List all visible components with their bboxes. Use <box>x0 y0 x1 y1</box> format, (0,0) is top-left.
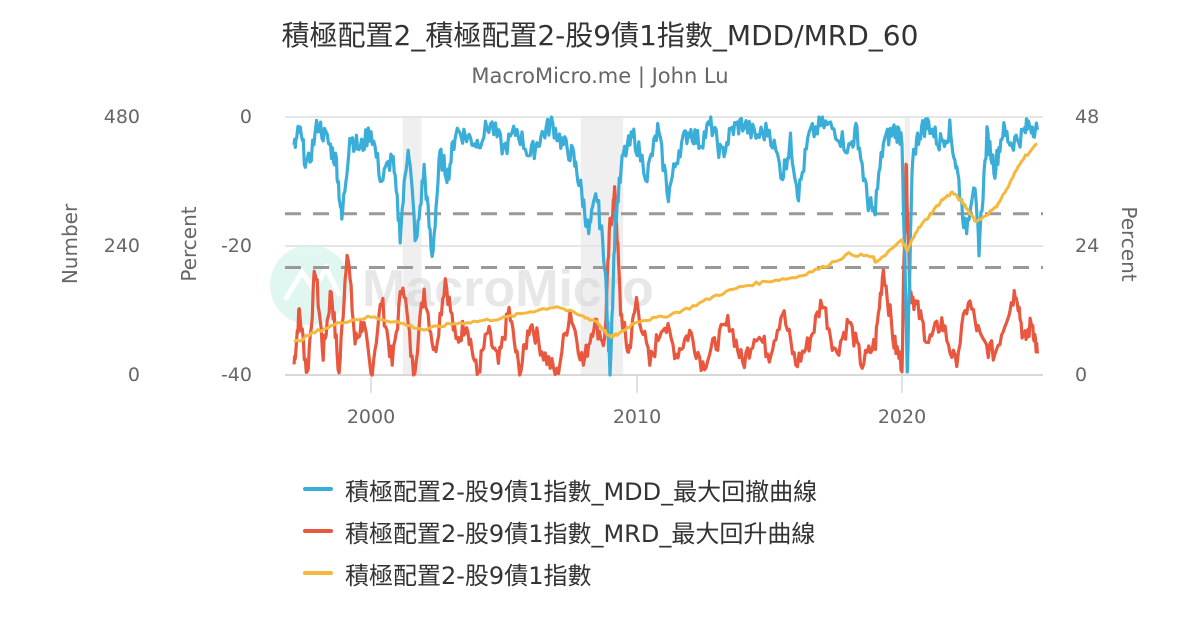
y-axis-right-tick: 24 <box>1075 235 1100 257</box>
y-axis-number-tick: 480 <box>103 106 140 128</box>
legend: 積極配置2-股9債1指數_MDD_最大回撤曲線 積極配置2-股9債1指數_MRD… <box>303 468 817 594</box>
gridlines <box>285 116 1043 393</box>
legend-item-mdd[interactable]: 積極配置2-股9債1指數_MDD_最大回撤曲線 <box>303 468 817 510</box>
chart-title: 積極配置2_積極配置2-股9債1指數_MDD/MRD_60 <box>281 19 919 52</box>
legend-swatch-index <box>303 571 333 575</box>
legend-swatch-mdd <box>303 487 333 491</box>
legend-label: 積極配置2-股9債1指數_MDD_最大回撤曲線 <box>345 477 818 506</box>
legend-item-mrd[interactable]: 積極配置2-股9債1指數_MRD_最大回升曲線 <box>303 510 817 552</box>
chart-subtitle: MacroMicro.me | John Lu <box>471 64 729 88</box>
legend-label: 積極配置2-股9債1指數 <box>345 561 592 590</box>
legend-swatch-mrd <box>303 529 333 533</box>
index-line <box>293 142 1038 343</box>
y-axis-right-tick: 0 <box>1075 364 1088 386</box>
x-axis-tick: 2020 <box>877 406 927 428</box>
mdd-line <box>292 115 1039 377</box>
series-lines <box>292 115 1039 377</box>
x-axis-tick: 2010 <box>612 406 662 428</box>
y-axis-percent-tick: 0 <box>239 106 252 128</box>
y-axis-percent-tick: -20 <box>220 235 252 257</box>
y-axis-percent-tick: -40 <box>220 364 252 386</box>
y-axis-right-tick: 48 <box>1075 106 1100 128</box>
x-axis-tick: 2000 <box>346 406 396 428</box>
legend-label: 積極配置2-股9債1指數_MRD_最大回升曲線 <box>345 519 816 548</box>
y-axis-number-tick: 240 <box>103 235 140 257</box>
legend-item-index[interactable]: 積極配置2-股9債1指數 <box>303 552 817 594</box>
mrd-line <box>292 162 1039 377</box>
threshold-lines <box>285 212 1043 269</box>
y-axis-number-tick: 0 <box>127 364 140 386</box>
